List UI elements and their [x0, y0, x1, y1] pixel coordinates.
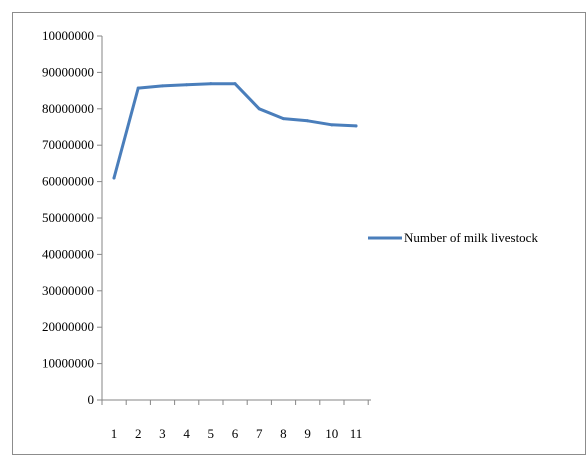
x-tick-label: 1 [111, 426, 118, 441]
y-tick-label: 40000000 [42, 246, 94, 261]
legend-label: Number of milk livestock [404, 230, 538, 245]
y-tick-label: 60000000 [42, 174, 94, 189]
y-tick-label: 10000000 [42, 356, 94, 371]
x-tick-label: 4 [183, 426, 190, 441]
data-point [136, 86, 140, 90]
y-tick-label: 0 [88, 392, 95, 407]
x-tick-label: 5 [208, 426, 215, 441]
x-axis: 1 2 3 4 5 6 7 8 9 10 11 [101, 399, 371, 441]
y-tick-label: 10000000 [42, 28, 94, 43]
legend: Number of milk livestock [368, 230, 538, 245]
data-point [112, 176, 116, 180]
data-point [233, 82, 237, 86]
chart-frame [12, 12, 586, 455]
data-point [330, 123, 334, 127]
x-tick-label: 3 [159, 426, 166, 441]
x-tick-label: 2 [135, 426, 142, 441]
x-tick-label: 10 [325, 426, 338, 441]
series-layer [112, 82, 358, 180]
y-tick-label: 80000000 [42, 101, 94, 116]
y-axis: 0 10000000 20000000 30000000 40000000 5000000… [42, 28, 103, 407]
data-point [354, 124, 358, 128]
series-line [112, 82, 358, 180]
x-tick-label: 11 [350, 426, 363, 441]
y-tick-label: 90000000 [42, 64, 94, 79]
y-tick-label: 30000000 [42, 283, 94, 298]
y-tick-label: 50000000 [42, 210, 94, 225]
y-tick-label: 20000000 [42, 319, 94, 334]
x-tick-label: 8 [280, 426, 287, 441]
y-tick-label: 70000000 [42, 137, 94, 152]
data-point [185, 83, 189, 87]
x-tick-label: 7 [256, 426, 263, 441]
data-point [281, 117, 285, 121]
data-point [160, 84, 164, 88]
data-point [209, 82, 213, 86]
data-point [306, 119, 310, 123]
x-tick-label: 9 [304, 426, 311, 441]
data-point [257, 107, 261, 111]
x-tick-label: 6 [232, 426, 239, 441]
